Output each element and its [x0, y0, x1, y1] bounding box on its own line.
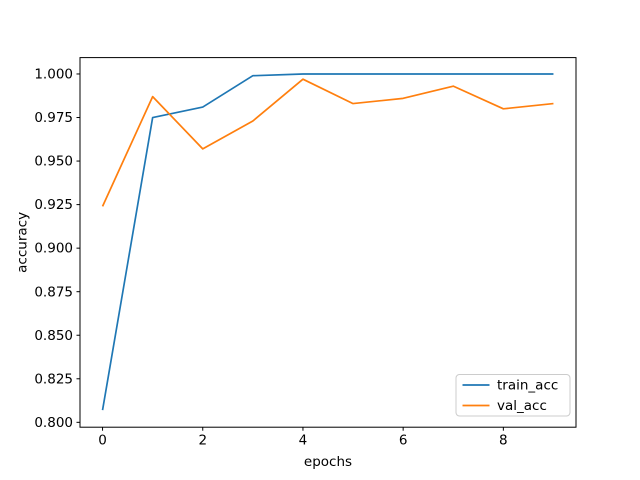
- plot-border: [79, 57, 577, 428]
- x-tick-label: 0: [98, 432, 107, 448]
- y-tick-label: 0.850: [34, 328, 73, 344]
- x-tick-label: 8: [499, 432, 508, 448]
- y-tick-label: 0.900: [34, 241, 73, 257]
- y-tick-label: 0.875: [34, 284, 73, 300]
- x-tick-label: 6: [399, 432, 408, 448]
- legend-val-label: val_acc: [497, 398, 547, 414]
- y-tick-label: 0.950: [34, 154, 73, 170]
- y-axis-label: accuracy: [15, 212, 31, 273]
- x-tick-label: 2: [198, 432, 207, 448]
- series-line-train_acc: [101, 73, 554, 411]
- x-axis-label: epochs: [304, 454, 352, 470]
- y-tick-label: 0.925: [34, 197, 73, 213]
- series-line-val_acc: [101, 78, 554, 207]
- legend-train-label: train_acc: [497, 378, 558, 394]
- x-tick-label: 4: [299, 432, 308, 448]
- y-tick-label: 0.825: [34, 371, 73, 387]
- y-tick-label: 1.000: [34, 67, 73, 83]
- axes-layer: 0 2 4 6 8 0.800 0.825 0.850 0.875 0.900 0.925 0.950…: [34, 57, 577, 448]
- legend: train_acc val_acc: [455, 374, 571, 417]
- series-layer: [101, 73, 554, 411]
- y-tick-label: 0.975: [34, 110, 73, 126]
- y-tick-label: 0.800: [34, 415, 73, 431]
